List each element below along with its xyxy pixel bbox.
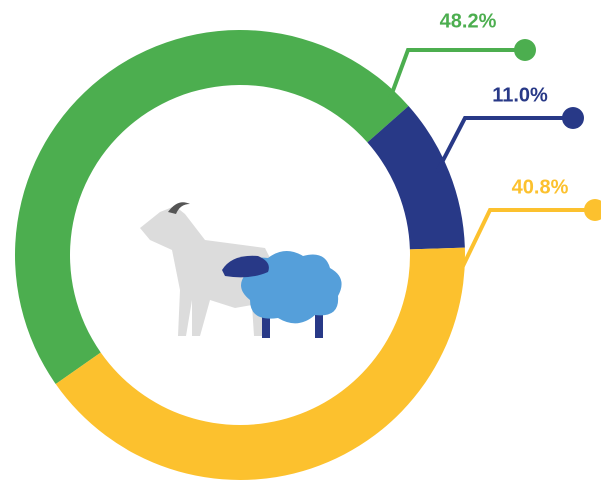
value-label: 40.8% bbox=[512, 176, 569, 198]
value-label: 48.2% bbox=[440, 10, 497, 32]
leader-line bbox=[435, 116, 573, 173]
leader-dot bbox=[562, 107, 584, 129]
leader-line bbox=[460, 208, 595, 269]
donut-segment bbox=[14, 29, 409, 385]
donut-segment bbox=[367, 105, 465, 250]
leader-dot bbox=[514, 39, 536, 61]
animal-icon bbox=[140, 202, 342, 338]
leader-dot bbox=[584, 199, 601, 221]
donut-segment bbox=[55, 247, 465, 481]
leader-line bbox=[386, 48, 525, 105]
value-label: 11.0% bbox=[492, 84, 548, 106]
